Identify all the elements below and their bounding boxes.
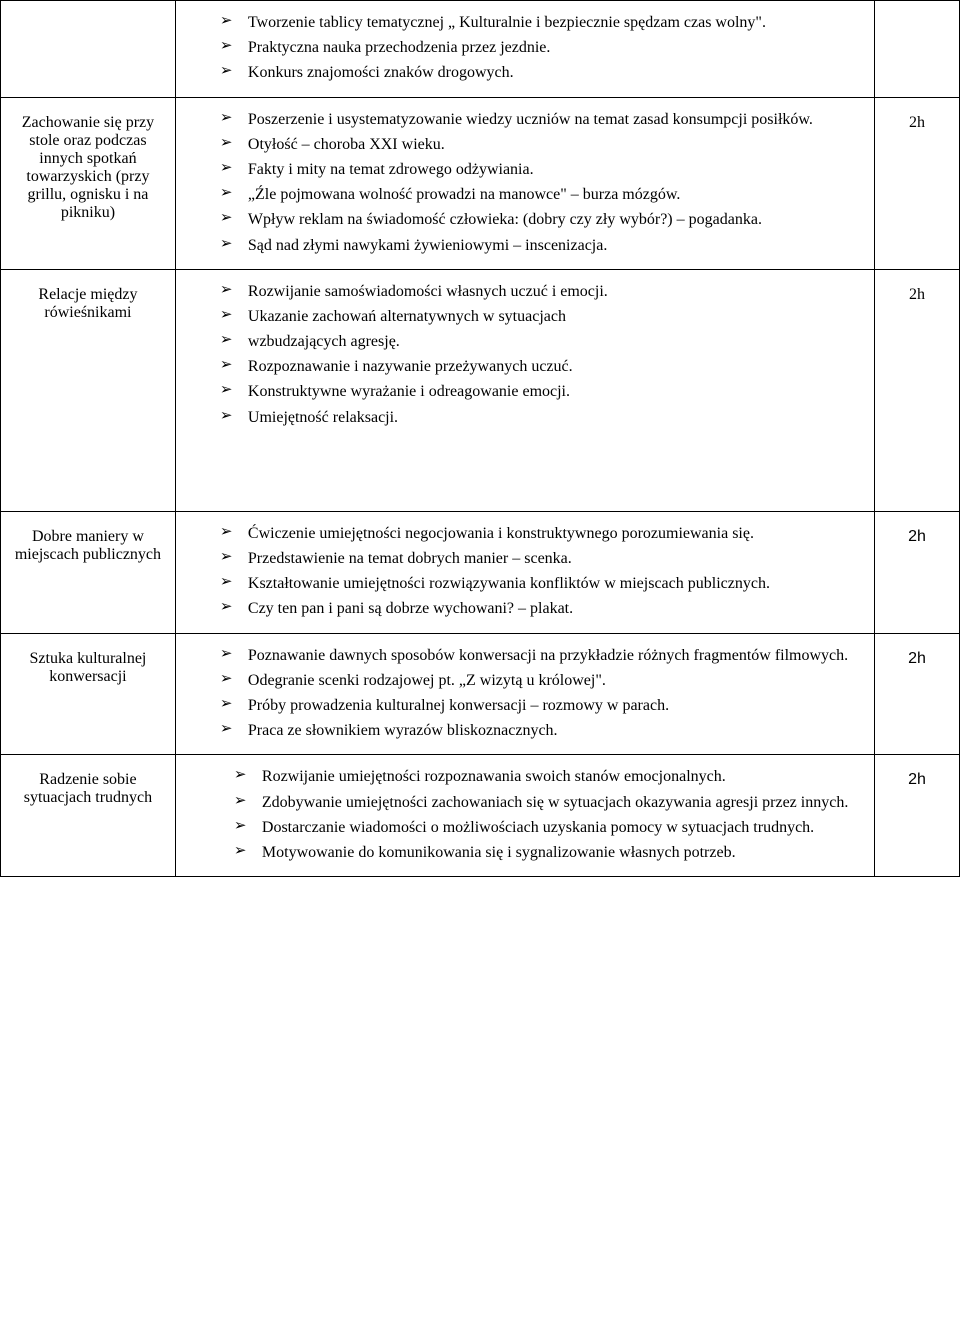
list-item: Otyłość – choroba XXI wieku. [220,133,864,156]
list-item: Poszerzenie i usystematyzowanie wiedzy u… [220,108,864,131]
items-list: Tworzenie tablicy tematycznej „ Kultural… [186,11,864,85]
duration-cell: 2h [875,511,960,633]
list-item: „Źle pojmowana wolność prowadzi na manow… [220,183,864,206]
table-row: Zachowanie się przy stole oraz podczas i… [1,97,960,269]
list-item: Ćwiczenie umiejętności negocjowania i ko… [220,522,864,545]
items-cell: Ćwiczenie umiejętności negocjowania i ko… [175,511,874,633]
list-item: Zdobywanie umiejętności zachowaniach się… [234,791,864,814]
duration-cell: 2h [875,97,960,269]
list-item: wzbudzających agresję. [220,330,864,353]
list-item: Wpływ reklam na świadomość człowieka: (d… [220,208,864,231]
items-cell: Rozwijanie umiejętności rozpoznawania sw… [175,755,874,877]
items-list: Poszerzenie i usystematyzowanie wiedzy u… [186,108,864,257]
topic-cell [1,1,176,98]
topic-cell: Dobre maniery w miejscach publicznych [1,511,176,633]
curriculum-table: Tworzenie tablicy tematycznej „ Kultural… [0,0,960,877]
list-item: Umiejętność relaksacji. [220,406,864,429]
duration-cell: 2h [875,633,960,755]
topic-cell: Relacje między rówieśnikami [1,269,176,511]
items-list: Poznawanie dawnych sposobów konwersacji … [186,644,864,743]
items-list: Rozwijanie umiejętności rozpoznawania sw… [186,765,864,864]
list-item: Rozwijanie umiejętności rozpoznawania sw… [234,765,864,788]
items-cell: Rozwijanie samoświadomości własnych uczu… [175,269,874,511]
list-item: Motywowanie do komunikowania się i sygna… [234,841,864,864]
list-item: Praca ze słownikiem wyrazów bliskoznaczn… [220,719,864,742]
list-item: Próby prowadzenia kulturalnej konwersacj… [220,694,864,717]
table-row: Radzenie sobie sytuacjach trudnych Rozwij… [1,755,960,877]
topic-cell: Sztuka kulturalnej konwersacji [1,633,176,755]
table-row: Dobre maniery w miejscach publicznych Ćwi… [1,511,960,633]
topic-cell: Zachowanie się przy stole oraz podczas i… [1,97,176,269]
list-item: Tworzenie tablicy tematycznej „ Kultural… [220,11,864,34]
duration-cell: 2h [875,755,960,877]
list-item: Kształtowanie umiejętności rozwiązywania… [220,572,864,595]
list-item: Konstruktywne wyrażanie i odreagowanie e… [220,380,864,403]
list-item: Konkurs znajomości znaków drogowych. [220,61,864,84]
items-cell: Poznawanie dawnych sposobów konwersacji … [175,633,874,755]
items-list: Rozwijanie samoświadomości własnych uczu… [186,280,864,429]
list-item: Praktyczna nauka przechodzenia przez jez… [220,36,864,59]
items-list: Ćwiczenie umiejętności negocjowania i ko… [186,522,864,621]
duration-cell: 2h [875,269,960,511]
table-row: Relacje między rówieśnikami Rozwijanie sa… [1,269,960,511]
list-item: Przedstawienie na temat dobrych manier –… [220,547,864,570]
items-cell: Poszerzenie i usystematyzowanie wiedzy u… [175,97,874,269]
table-row: Sztuka kulturalnej konwersacji Poznawanie… [1,633,960,755]
list-item: Dostarczanie wiadomości o możliwościach … [234,816,864,839]
list-item: Rozpoznawanie i nazywanie przeżywanych u… [220,355,864,378]
list-item: Odegranie scenki rodzajowej pt. „Z wizyt… [220,669,864,692]
list-item: Sąd nad złymi nawykami żywieniowymi – in… [220,234,864,257]
table-row: Tworzenie tablicy tematycznej „ Kultural… [1,1,960,98]
list-item: Poznawanie dawnych sposobów konwersacji … [220,644,864,667]
list-item: Ukazanie zachowań alternatywnych w sytua… [220,305,864,328]
list-item: Czy ten pan i pani są dobrze wychowani? … [220,597,864,620]
list-item: Rozwijanie samoświadomości własnych uczu… [220,280,864,303]
topic-cell: Radzenie sobie sytuacjach trudnych [1,755,176,877]
items-cell: Tworzenie tablicy tematycznej „ Kultural… [175,1,874,98]
duration-cell [875,1,960,98]
spacer [186,431,864,501]
list-item: Fakty i mity na temat zdrowego odżywiani… [220,158,864,181]
